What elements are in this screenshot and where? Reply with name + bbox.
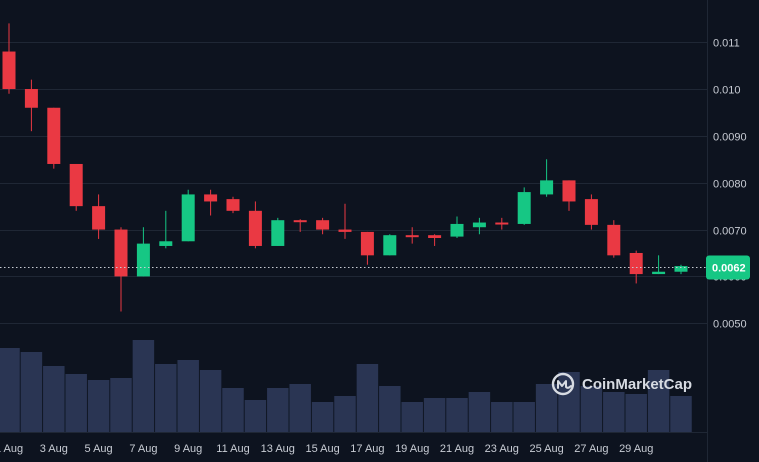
volume-bar [132,340,155,432]
candle-body [316,220,330,230]
volume-bar [401,402,423,432]
volume-bar [535,384,558,432]
candle-body [607,224,621,256]
candle-body [338,229,352,232]
candle-body [652,271,666,275]
volume-bar [110,378,132,432]
candle-body [248,210,262,246]
candle-body [405,235,419,238]
x-tick-label: 5 Aug [85,443,113,455]
y-tick-label: 0.0050 [713,319,747,331]
volume-bar [43,366,65,432]
y-tick-label: 0.010 [713,85,741,97]
x-tick-label: 3 Aug [40,443,68,455]
volume-bar [155,364,177,432]
candle-body [674,266,688,272]
x-tick-label: 19 Aug [395,443,429,455]
current-price-label: 0.0062 [712,263,746,275]
x-tick-label: 27 Aug [574,443,608,455]
candle-body [584,199,598,225]
candle-body [114,229,128,277]
y-tick-label: 0.0070 [713,226,747,238]
volume-bar [267,388,289,432]
volume-bar [244,400,267,432]
volume-bar [625,394,647,432]
x-tick-label: 29 Aug [619,443,653,455]
volume-bar [222,388,244,432]
volume-bar [580,386,603,432]
x-tick-label: 13 Aug [261,443,295,455]
volume-bar [468,392,491,432]
volume-bar [20,352,43,432]
candle-body [2,51,16,90]
candle-body [495,222,509,225]
volume-bar [65,374,87,432]
candle-body [226,199,240,211]
candle-body [204,194,218,202]
candle-body [159,241,173,246]
candle-body [47,107,61,164]
candle-body [24,89,38,108]
current-price-badge [706,255,750,280]
candle-body [540,180,554,195]
x-tick-label: 21 Aug [440,443,474,455]
volume-bar [289,384,311,432]
candle-body [136,243,150,277]
volume-bar [356,364,379,432]
volume-bar [87,380,110,432]
coinmarketcap-logo-mark [557,380,572,389]
candle-body [428,235,442,238]
volume-bar [311,402,334,432]
y-tick-label: 0.0090 [713,132,747,144]
candle-body [450,223,464,237]
volume-bar [603,392,625,432]
x-tick-label: 23 Aug [485,443,519,455]
coinmarketcap-logo-icon [551,372,575,396]
candle-body [472,222,486,228]
y-tick-label: 0.0080 [713,179,747,191]
volume-bar [558,372,580,432]
candle-body [92,206,106,230]
volume-bar [423,398,446,432]
candle-body [629,252,643,275]
candle-body [360,231,374,256]
volume-bar [491,402,513,432]
x-tick-label: 1 Aug [0,443,23,455]
candle-body [293,220,307,223]
volume-bar [670,396,692,432]
x-tick-label: 15 Aug [305,443,339,455]
volume-bar [446,398,468,432]
candle-body [517,192,531,224]
x-tick-label: 11 Aug [216,443,249,455]
volume-bar [177,360,199,432]
x-tick-label: 7 Aug [129,443,157,455]
volume-bar [513,402,535,432]
coinmarketcap-watermark: CoinMarketCap [582,376,692,393]
volume-bar [647,370,670,432]
x-tick-label: 17 Aug [350,443,384,455]
volume-bar [379,386,401,432]
y-tick-label: 0.011 [713,38,740,50]
candle-body [181,194,195,242]
volume-bar [334,396,356,432]
candle-body [383,235,397,256]
volume-bar [199,370,222,432]
candle-body [69,163,83,207]
candle-body [562,180,576,202]
candle-body [271,220,285,246]
volume-bar [0,348,20,432]
x-tick-label: 25 Aug [529,443,563,455]
x-tick-label: 9 Aug [174,443,202,455]
